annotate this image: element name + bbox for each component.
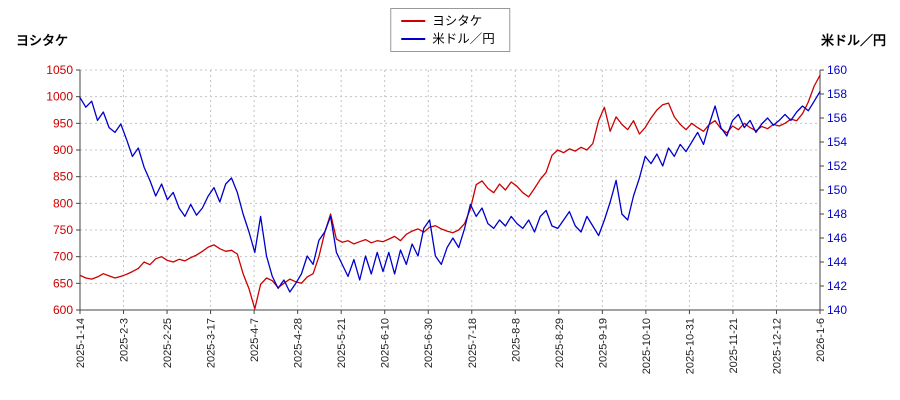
svg-text:800: 800 xyxy=(53,196,73,210)
svg-text:146: 146 xyxy=(827,231,847,245)
svg-text:2025-4-28: 2025-4-28 xyxy=(293,318,305,368)
svg-text:144: 144 xyxy=(827,255,847,269)
svg-text:160: 160 xyxy=(827,63,847,77)
svg-text:142: 142 xyxy=(827,279,847,293)
svg-text:1050: 1050 xyxy=(46,63,73,77)
svg-text:158: 158 xyxy=(827,87,847,101)
svg-text:650: 650 xyxy=(53,276,73,290)
chart-legend: ヨシタケ 米ドル／円 xyxy=(390,8,510,52)
svg-text:152: 152 xyxy=(827,159,847,173)
svg-text:150: 150 xyxy=(827,183,847,197)
svg-text:2025-5-21: 2025-5-21 xyxy=(336,318,348,368)
svg-text:700: 700 xyxy=(53,250,73,264)
svg-text:154: 154 xyxy=(827,135,847,149)
svg-text:2025-6-30: 2025-6-30 xyxy=(423,318,435,368)
svg-text:600: 600 xyxy=(53,303,73,317)
red-line-swatch xyxy=(401,20,426,23)
svg-text:2025-10-10: 2025-10-10 xyxy=(641,318,653,374)
svg-text:2025-7-18: 2025-7-18 xyxy=(467,318,479,368)
svg-text:156: 156 xyxy=(827,111,847,125)
svg-text:950: 950 xyxy=(53,116,73,130)
svg-text:2025-2-25: 2025-2-25 xyxy=(162,318,174,368)
svg-text:2025-11-21: 2025-11-21 xyxy=(728,318,740,373)
svg-text:2025-6-10: 2025-6-10 xyxy=(380,318,392,368)
legend-item-yoshitake: ヨシタケ xyxy=(401,15,495,28)
svg-text:900: 900 xyxy=(53,143,73,157)
svg-text:2025-8-8: 2025-8-8 xyxy=(510,318,522,362)
svg-text:2025-1-14: 2025-1-14 xyxy=(75,318,87,368)
legend-item-usdjpy: 米ドル／円 xyxy=(401,31,495,46)
svg-text:750: 750 xyxy=(53,223,73,237)
svg-text:140: 140 xyxy=(827,303,847,317)
legend-label-usdjpy: 米ドル／円 xyxy=(432,31,495,46)
svg-text:2025-4-7: 2025-4-7 xyxy=(249,318,261,362)
svg-text:850: 850 xyxy=(53,170,73,184)
blue-line-swatch xyxy=(401,37,426,40)
svg-text:2025-9-19: 2025-9-19 xyxy=(597,318,609,368)
svg-text:2025-10-31: 2025-10-31 xyxy=(684,318,696,374)
svg-text:148: 148 xyxy=(827,207,847,221)
svg-text:2025-12-12: 2025-12-12 xyxy=(771,318,783,374)
svg-text:1000: 1000 xyxy=(46,90,73,104)
svg-text:2026-1-6: 2026-1-6 xyxy=(815,318,827,362)
left-axis-title: ヨシタケ xyxy=(16,33,69,48)
legend-label-yoshitake: ヨシタケ xyxy=(432,14,483,28)
svg-text:2025-2-3: 2025-2-3 xyxy=(119,318,131,362)
svg-text:2025-8-29: 2025-8-29 xyxy=(554,318,566,368)
svg-text:2025-3-17: 2025-3-17 xyxy=(206,318,218,368)
right-axis-title: 米ドル／円 xyxy=(820,33,886,48)
